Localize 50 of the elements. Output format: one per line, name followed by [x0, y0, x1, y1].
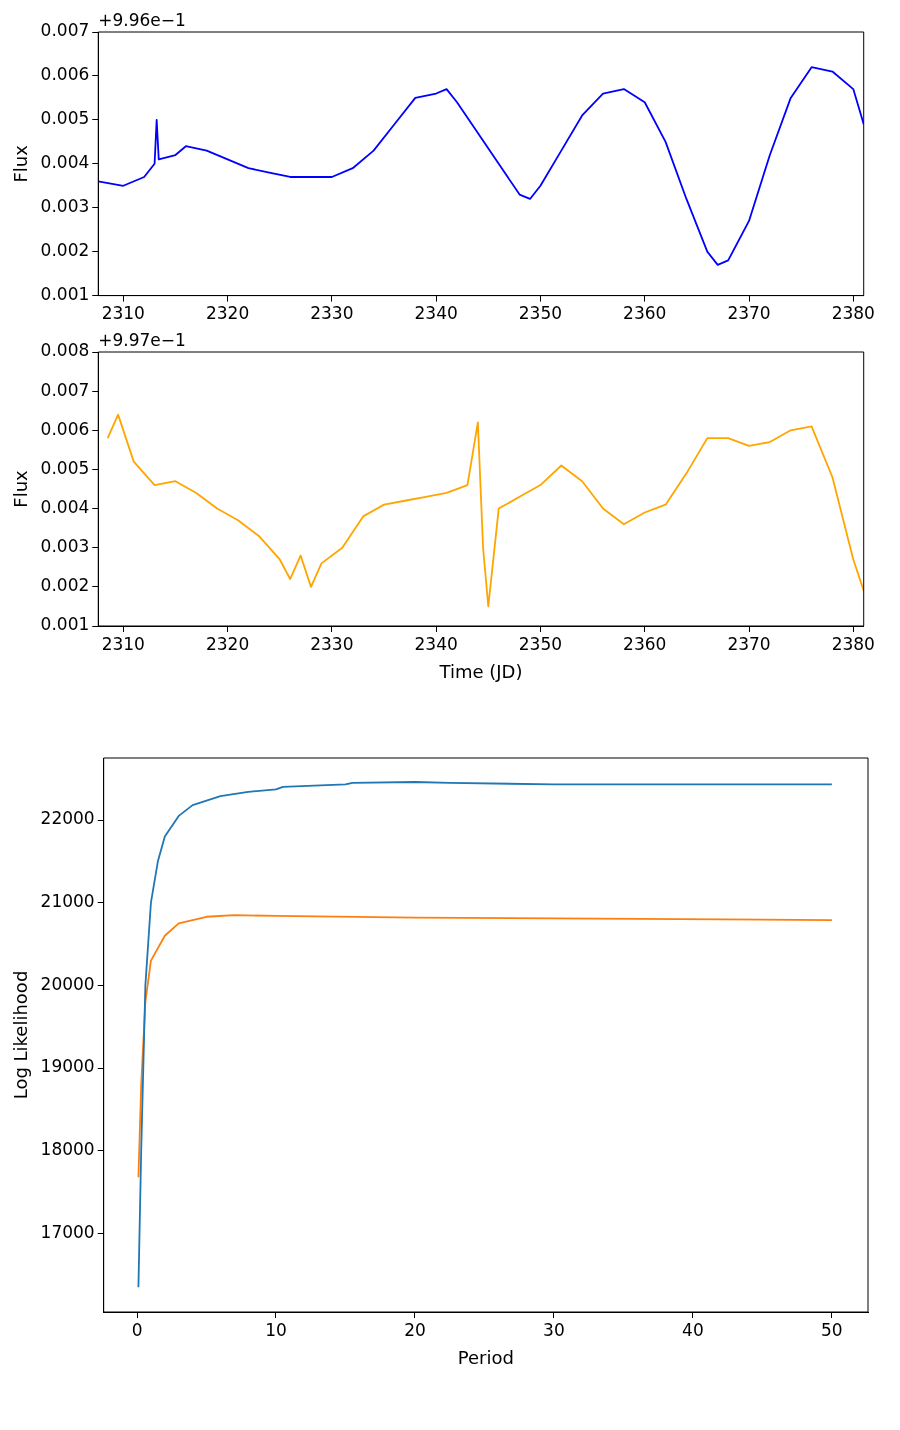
x-tick-label: 2370	[727, 303, 771, 324]
y-tick-label: 0.001	[40, 284, 90, 305]
x-tick-label: 50	[821, 1319, 843, 1340]
y-tick-label: 21000	[40, 891, 95, 912]
x-tick-label: 40	[682, 1319, 704, 1340]
y-tick-label: 19000	[40, 1056, 95, 1077]
x-tick-label: 10	[265, 1319, 287, 1340]
x-tick-label: 2370	[727, 633, 771, 654]
y-tick-label: 20000	[40, 973, 95, 994]
y-tick-label: 0.008	[40, 340, 90, 361]
x-tick-label: 2320	[205, 633, 250, 654]
y-tick-label: 0.007	[40, 20, 90, 41]
x-tick-label: 2340	[414, 633, 458, 654]
y-axis-title: Flux	[10, 469, 32, 508]
y-axis-title: Log Likelihood	[10, 970, 32, 1100]
x-tick-label: 2340	[414, 303, 458, 324]
y-tick-label: 22000	[40, 808, 95, 829]
x-tick-label: 2320	[205, 303, 250, 324]
y-tick-label: 0.001	[40, 614, 90, 635]
x-axis-title: Time (JD)	[438, 660, 523, 682]
x-tick-label: 2360	[623, 303, 667, 324]
x-tick-label: 2350	[518, 303, 563, 324]
x-tick-label: 30	[543, 1319, 565, 1340]
y-tick-label: 0.002	[40, 240, 90, 261]
x-tick-label: 2330	[310, 303, 354, 324]
y-tick-label: 0.002	[40, 575, 90, 596]
y-tick-label: 0.004	[40, 496, 90, 517]
x-tick-label: 2330	[310, 633, 354, 654]
y-tick-label: 18000	[40, 1139, 95, 1160]
x-axis-title: Period	[457, 1346, 514, 1368]
x-tick-label: 2380	[831, 633, 875, 654]
y-tick-label: 0.006	[40, 418, 90, 439]
y-tick-label: 0.006	[40, 64, 90, 85]
x-tick-label: 20	[404, 1319, 426, 1340]
x-tick-label: 2310	[101, 303, 145, 324]
text: +9.96e−1	[98, 9, 186, 30]
x-tick-label: 2380	[831, 303, 875, 324]
y-tick-label: 0.003	[40, 196, 90, 217]
y-tick-label: 0.007	[40, 379, 90, 400]
y-tick-label: 0.005	[40, 108, 90, 129]
text: +9.97e−1	[98, 329, 186, 350]
x-tick-label: 2360	[623, 633, 667, 654]
y-tick-label: 17000	[40, 1221, 95, 1242]
y-tick-label: 0.005	[40, 457, 90, 478]
y-tick-label: 0.003	[40, 536, 90, 557]
x-tick-label: 2350	[518, 633, 563, 654]
y-axis-title: Flux	[10, 144, 32, 183]
y-tick-label: 0.004	[40, 152, 90, 173]
x-tick-label: 2310	[101, 633, 145, 654]
x-tick-label: 0	[131, 1319, 143, 1340]
